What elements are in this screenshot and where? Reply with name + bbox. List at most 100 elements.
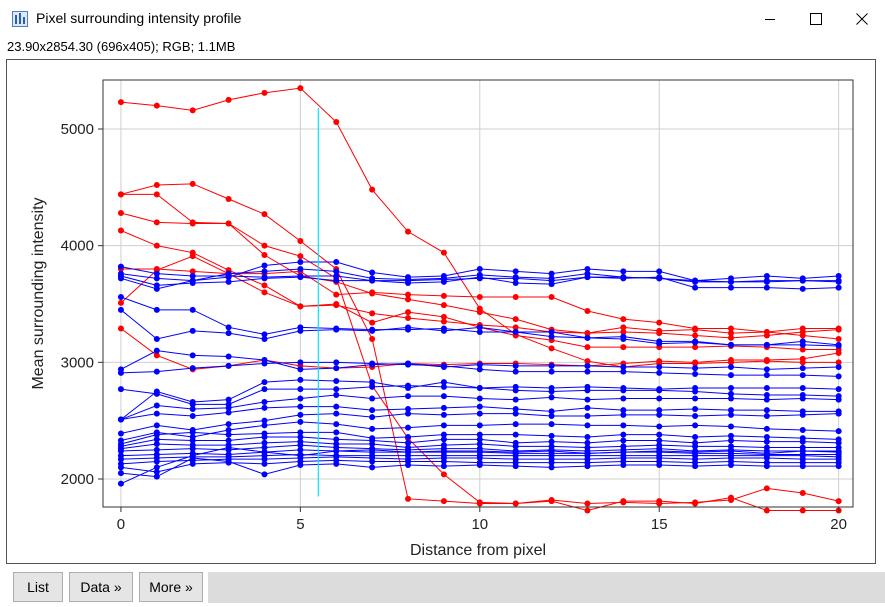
data-point <box>727 432 734 439</box>
data-point <box>835 336 842 342</box>
data-point <box>225 431 232 438</box>
data-point <box>405 309 412 316</box>
data-point <box>261 275 268 282</box>
data-point <box>656 327 663 334</box>
data-point <box>763 392 770 398</box>
data-point <box>763 273 770 279</box>
data-point <box>297 266 304 272</box>
data-point <box>189 429 196 436</box>
data-point <box>727 334 734 341</box>
data-point <box>656 498 663 505</box>
data-point <box>692 339 699 346</box>
data-point <box>189 273 196 279</box>
data-point <box>440 436 447 443</box>
data-point <box>799 411 806 418</box>
data-point <box>153 473 160 480</box>
data-point <box>261 444 268 451</box>
data-point <box>548 362 555 369</box>
data-point <box>369 464 376 471</box>
data-point <box>189 180 196 187</box>
data-point <box>835 498 842 505</box>
data-point <box>727 437 734 444</box>
data-point <box>369 441 376 447</box>
data-point <box>261 360 268 367</box>
data-point <box>333 429 340 436</box>
data-point <box>333 365 340 372</box>
data-point <box>799 325 806 332</box>
data-point <box>117 416 124 423</box>
data-point <box>476 455 483 461</box>
data-point <box>225 427 232 433</box>
data-point <box>440 471 447 478</box>
list-button[interactable]: List <box>13 572 63 602</box>
data-point <box>297 274 304 281</box>
data-point <box>548 294 555 300</box>
data-point <box>297 442 304 449</box>
data-point <box>369 289 376 296</box>
data-point <box>548 408 555 415</box>
data-point <box>189 413 196 419</box>
title-bar: Pixel surrounding intensity profile <box>0 0 885 38</box>
data-point <box>153 182 160 188</box>
data-point <box>261 471 268 478</box>
data-point <box>799 372 806 379</box>
data-point <box>727 385 734 391</box>
data-point <box>512 406 519 412</box>
data-point <box>620 316 627 323</box>
close-button[interactable] <box>839 0 885 38</box>
data-point <box>476 309 483 316</box>
data-point <box>440 275 447 282</box>
data-point <box>692 332 699 339</box>
more-button[interactable]: More » <box>139 572 203 602</box>
data-point <box>656 411 663 418</box>
data-point <box>620 324 627 331</box>
data-point <box>692 395 699 402</box>
data-point <box>189 406 196 412</box>
data-point <box>333 460 340 467</box>
data-point <box>117 448 124 454</box>
data-point <box>548 329 555 335</box>
y-tick-label: 3000 <box>61 354 94 371</box>
minimize-icon <box>765 19 775 20</box>
data-point <box>369 186 376 193</box>
data-point <box>763 434 770 440</box>
data-point <box>512 280 519 286</box>
data-point <box>225 404 232 411</box>
data-point <box>153 191 160 198</box>
data-point <box>656 462 663 468</box>
data-point <box>153 266 160 272</box>
data-point <box>405 424 412 431</box>
data-point <box>225 278 232 285</box>
x-tick-label: 5 <box>296 516 304 533</box>
data-point <box>512 316 519 323</box>
profile-plot[interactable]: 0 5 10 15 20 2000 3000 4000 5000 Distance from pi… <box>7 60 875 563</box>
data-point <box>584 334 591 341</box>
data-point <box>584 270 591 277</box>
data-point <box>727 325 734 332</box>
data-point <box>117 464 124 471</box>
data-point <box>548 333 555 340</box>
data-point <box>117 386 124 393</box>
data-point <box>476 395 483 402</box>
data-point <box>620 437 627 444</box>
data-point <box>727 423 734 430</box>
data-point <box>584 344 591 351</box>
data-point <box>584 450 591 457</box>
data-point <box>763 438 770 445</box>
data-point <box>225 324 232 331</box>
data-point <box>620 449 627 456</box>
maximize-button[interactable] <box>793 0 839 38</box>
data-point <box>476 403 483 410</box>
data-button[interactable]: Data » <box>69 572 133 602</box>
data-point <box>261 379 268 386</box>
data-point <box>153 306 160 313</box>
data-point <box>799 463 806 470</box>
data-point <box>261 282 268 289</box>
data-point <box>476 266 483 272</box>
data-point <box>153 242 160 249</box>
data-point <box>512 431 519 438</box>
minimize-button[interactable] <box>747 0 793 38</box>
x-tick-label: 0 <box>117 516 125 533</box>
data-point <box>692 284 699 291</box>
data-point <box>620 462 627 468</box>
